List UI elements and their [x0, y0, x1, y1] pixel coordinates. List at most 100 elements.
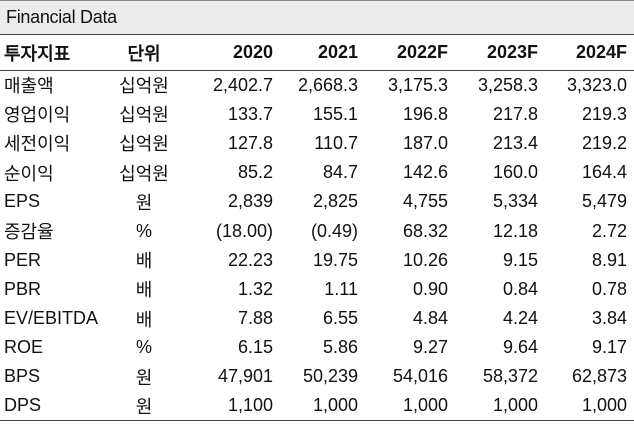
value-cell: 187.0	[402, 132, 448, 153]
value-cell: 2,839	[227, 191, 273, 212]
header-year: 2021	[280, 34, 365, 71]
value-cell: 8.91	[591, 249, 627, 270]
header-year: 2023F	[455, 34, 545, 71]
value-cell: 1,000	[280, 391, 365, 422]
value-cell: 12.18	[492, 220, 538, 241]
value-cell: 9.27	[412, 337, 448, 358]
row-label: EPS	[4, 191, 41, 212]
value-cell: 62,873	[571, 366, 627, 387]
value-cell: 50,239	[302, 366, 358, 387]
title-bar: Financial Data	[0, 0, 634, 34]
row-unit: 배	[135, 251, 153, 272]
panel-title: Financial Data	[6, 7, 117, 27]
value-cell: 1.11	[324, 278, 358, 299]
table-row: 영업이익 십억원 133.7 155.1 196.8 217.8 219.3	[0, 100, 634, 129]
value-cell: 142.6	[402, 162, 448, 183]
value-cell: 219.2	[581, 132, 627, 153]
table-row: 매출액 십억원 2,402.7 2,668.3 3,175.3 3,258.3 3,323.…	[0, 71, 634, 100]
table-row: 증감율% (18.00) (0.49) 68.32 12.18 2.72	[0, 216, 634, 245]
value-cell: 54,016	[392, 366, 448, 387]
row-unit: 배	[135, 309, 153, 330]
value-cell: 58,372	[482, 366, 538, 387]
header-year: 2020	[190, 34, 280, 71]
row-unit: 원	[135, 367, 153, 388]
value-cell: 1,000	[545, 391, 634, 422]
value-cell: 1,000	[365, 391, 455, 422]
row-label: 증감율	[4, 222, 54, 243]
value-cell: 4,755	[402, 191, 448, 212]
row-unit: 원	[135, 192, 153, 213]
table-body: 매출액 십억원 2,402.7 2,668.3 3,175.3 3,258.3 3,323.…	[0, 71, 634, 422]
value-cell: 164.4	[581, 162, 627, 183]
value-cell: 0.84	[502, 278, 538, 299]
value-cell: 6.55	[322, 308, 358, 329]
value-cell: 1.32	[237, 278, 273, 299]
value-cell: 9.64	[502, 337, 538, 358]
row-label: EV/EBITDA	[4, 308, 98, 329]
row-unit: 십억원	[119, 76, 169, 97]
value-cell: 7.88	[237, 308, 273, 329]
table-row: DPS 원 1,100 1,000 1,000 1,000 1,000	[0, 391, 634, 422]
value-cell: 9.17	[591, 337, 627, 358]
value-cell: 0.90	[412, 278, 448, 299]
row-label: BPS	[4, 366, 41, 387]
value-cell: 3,323.0	[566, 74, 627, 95]
value-cell: 2,668.3	[297, 74, 358, 95]
value-cell: 19.75	[312, 249, 358, 270]
row-label: 영업이익	[4, 105, 71, 126]
value-cell: 6.15	[237, 337, 273, 358]
table-row: PBR 배 1.32 1.11 0.90 0.84 0.78	[0, 275, 634, 304]
value-cell: 84.7	[322, 162, 358, 183]
row-unit: %	[135, 220, 152, 241]
value-cell: (0.49)	[310, 220, 358, 241]
value-cell: 10.26	[402, 249, 448, 270]
value-cell: 1,000	[455, 391, 545, 422]
row-unit: 십억원	[119, 134, 169, 155]
value-cell: 22.23	[227, 249, 273, 270]
header-unit: 단위	[98, 34, 190, 71]
row-label: 순이익	[4, 163, 54, 184]
value-cell: 47,901	[217, 366, 273, 387]
value-cell: (18.00)	[215, 220, 273, 241]
header-year: 2024F	[545, 34, 634, 71]
row-label: PER	[4, 249, 42, 270]
table-row: BPS 원 47,901 50,239 54,016 58,372 62,873	[0, 362, 634, 391]
table-row: ROE% 6.15 5.86 9.27 9.64 9.17	[0, 333, 634, 362]
row-label: DPS	[0, 391, 98, 422]
value-cell: 3,175.3	[387, 74, 448, 95]
value-cell: 133.7	[227, 103, 273, 124]
header-row: 투자지표 단위 2020 2021 2022F 2023F 2024F	[0, 34, 634, 71]
value-cell: 68.32	[402, 220, 448, 241]
row-unit: 십억원	[119, 163, 169, 184]
table-row: 순이익 십억원 85.2 84.7 142.6 160.0 164.4	[0, 158, 634, 187]
value-cell: 2,402.7	[212, 74, 273, 95]
value-cell: 2,825	[312, 191, 358, 212]
value-cell: 1,100	[190, 391, 280, 422]
value-cell: 5.86	[322, 337, 358, 358]
value-cell: 85.2	[237, 162, 273, 183]
value-cell: 127.8	[227, 132, 273, 153]
value-cell: 110.7	[314, 132, 358, 153]
value-cell: 3,258.3	[477, 74, 538, 95]
row-unit: 십억원	[119, 105, 169, 126]
value-cell: 213.4	[492, 132, 538, 153]
row-unit: %	[135, 337, 152, 358]
row-label: PBR	[4, 278, 42, 299]
row-label: 매출액	[4, 76, 54, 97]
row-unit: 배	[135, 280, 153, 301]
value-cell: 3.84	[591, 308, 627, 329]
value-cell: 0.78	[591, 278, 627, 299]
row-label: ROE	[4, 337, 44, 358]
value-cell: 196.8	[402, 103, 448, 124]
table-row: EV/EBITDA 배 7.88 6.55 4.84 4.24 3.84	[0, 304, 634, 333]
value-cell: 219.3	[581, 103, 627, 124]
value-cell: 4.24	[502, 308, 538, 329]
value-cell: 217.8	[492, 103, 538, 124]
value-cell: 9.15	[502, 249, 538, 270]
value-cell: 155.1	[312, 103, 358, 124]
header-year: 2022F	[365, 34, 455, 71]
table-row: EPS 원 2,839 2,825 4,755 5,334 5,479	[0, 187, 634, 216]
value-cell: 5,334	[492, 191, 538, 212]
